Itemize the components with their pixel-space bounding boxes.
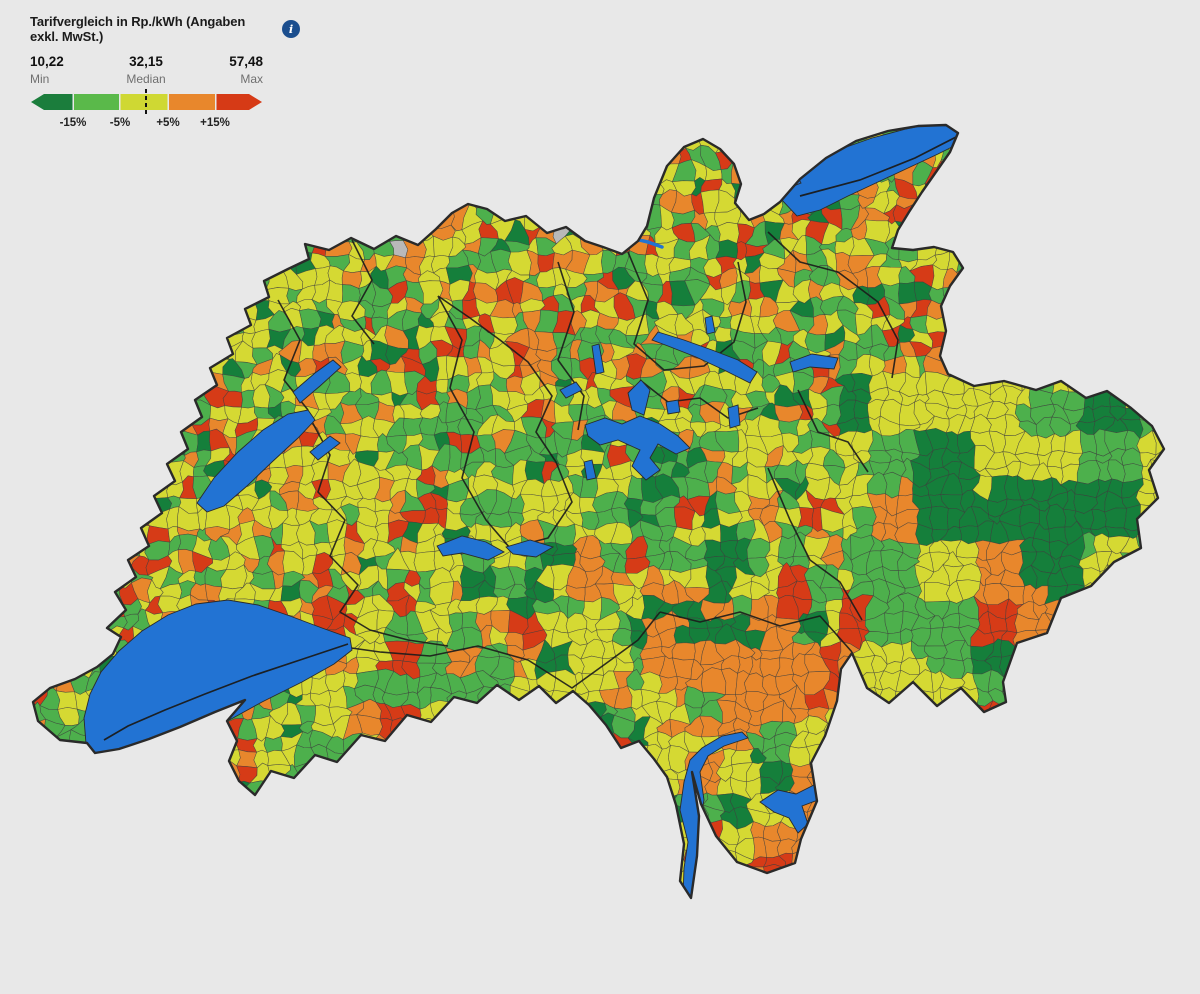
legend-max: 57,48 Max: [229, 54, 263, 86]
legend-min: 10,22 Min: [30, 54, 64, 86]
scale-segment-yellow: [120, 94, 168, 110]
min-label: Min: [30, 72, 50, 86]
legend-median: 32,15 Median: [126, 54, 165, 86]
scale-segment-orange: [169, 94, 215, 110]
lake-border-lines: [103, 135, 959, 741]
scale-label-2: +5%: [156, 117, 179, 129]
municipalities-layer[interactable]: [8, 99, 1190, 920]
scale-label-3: +15%: [200, 117, 230, 129]
median-label: Median: [126, 72, 166, 86]
legend-values: 10,22 Min 32,15 Median 57,48 Max: [30, 54, 263, 90]
info-icon[interactable]: i: [282, 20, 300, 38]
color-scale: -15% -5% +5% +15%: [31, 89, 262, 129]
median-value: 32,15: [129, 54, 163, 69]
max-value: 57,48: [229, 54, 263, 69]
scale-label-1: -5%: [110, 117, 130, 129]
scale-segment-darkgreen: [31, 94, 73, 110]
legend-title: Tarifvergleich in Rp./kWh (Angaben exkl.…: [30, 14, 246, 44]
max-label: Max: [240, 72, 263, 86]
min-value: 10,22: [30, 54, 64, 69]
scale-label-0: -15%: [60, 117, 87, 129]
scale-segment-green: [74, 94, 119, 110]
country-border-outline: [31, 123, 1166, 900]
scale-segment-red: [216, 94, 262, 110]
legend-panel: Tarifvergleich in Rp./kWh (Angaben exkl.…: [30, 14, 300, 132]
